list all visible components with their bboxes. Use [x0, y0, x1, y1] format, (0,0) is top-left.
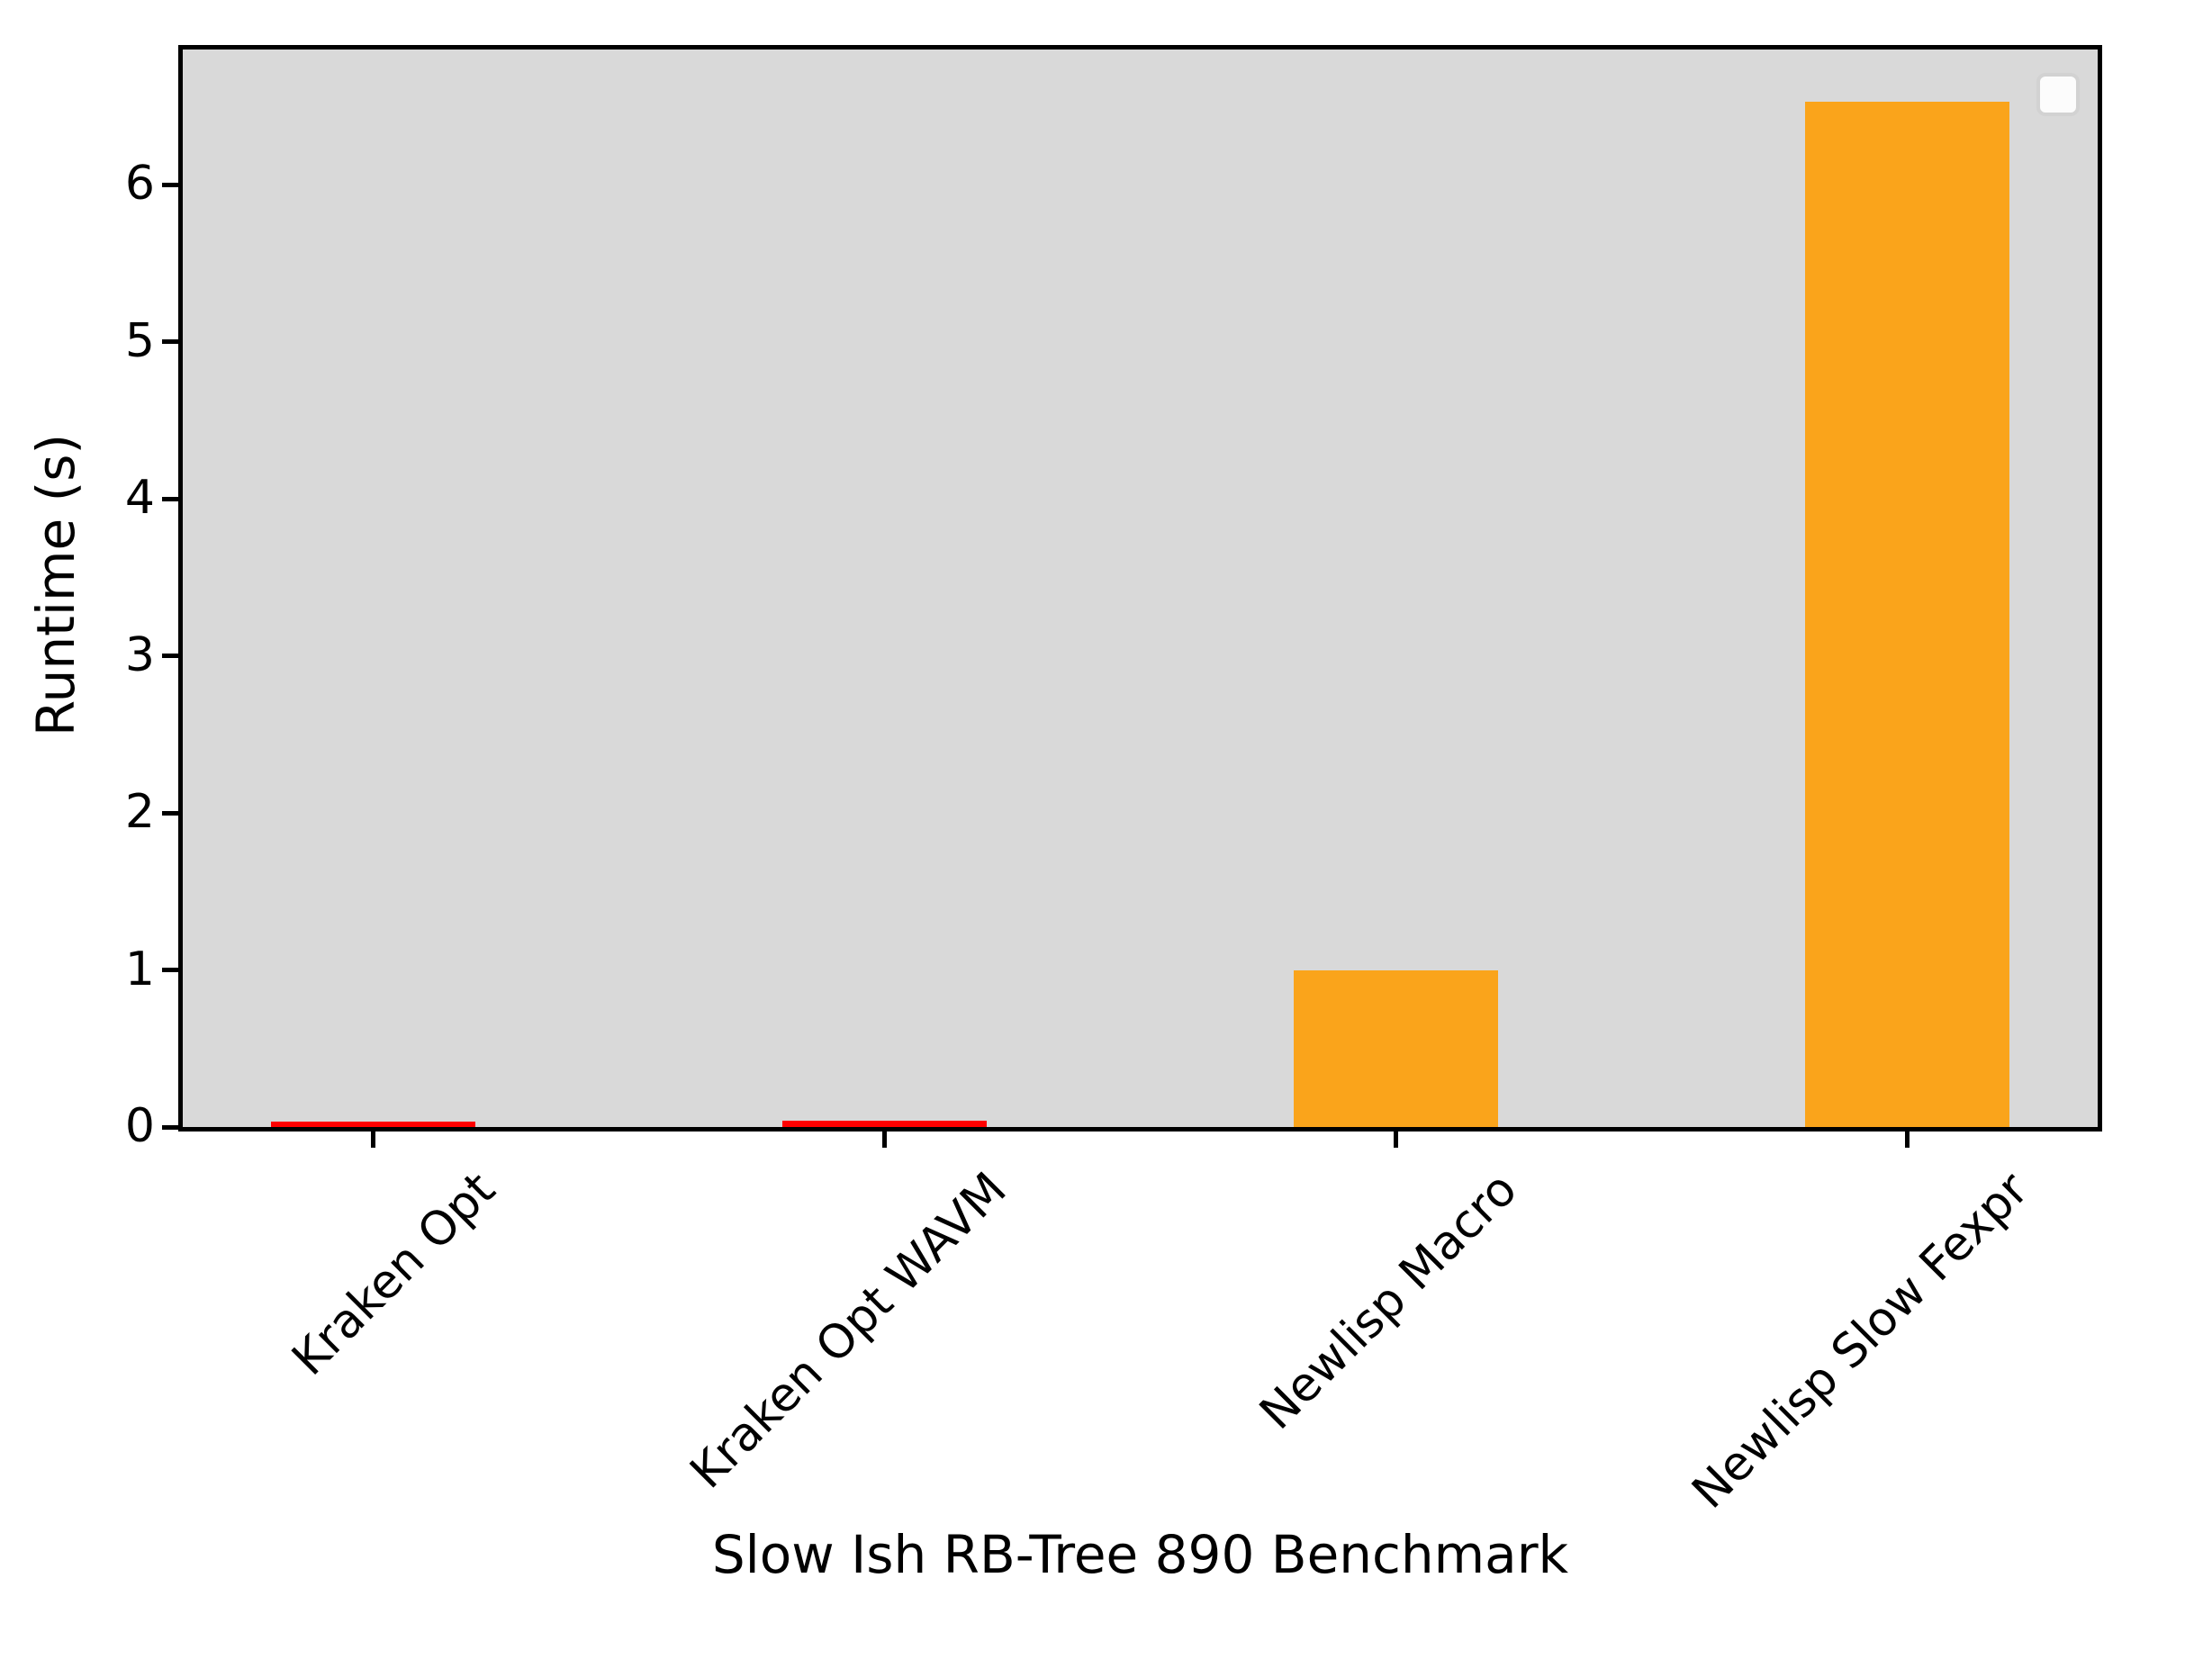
x-tick-mark [1904, 1132, 1910, 1148]
y-tick-mark [162, 1124, 178, 1130]
x-tick-mark [371, 1132, 376, 1148]
x-axis-label: Slow Ish RB-Tree 890 Benchmark [711, 1524, 1569, 1585]
x-tick-mark [882, 1132, 888, 1148]
bar-newlisp-slow-fexpr [1804, 101, 2009, 1127]
y-tick-mark [162, 496, 178, 501]
y-tick-mark [162, 654, 178, 659]
y-tick-mark [162, 339, 178, 345]
plot-area [178, 45, 2102, 1132]
y-tick-label: 3 [124, 627, 155, 682]
y-tick-mark [162, 968, 178, 972]
bar-kraken-opt [271, 1121, 476, 1127]
x-tick-mark [1393, 1132, 1398, 1148]
legend-box [2036, 73, 2080, 116]
bar-newlisp-macro [1293, 969, 1498, 1127]
x-tick-label-kraken-opt: Kraken Opt [282, 1162, 506, 1386]
y-tick-mark [162, 182, 178, 187]
y-tick-label: 6 [124, 157, 155, 212]
y-axis-label: Runtime (s) [25, 433, 86, 737]
y-tick-mark [162, 810, 178, 816]
y-tick-label: 2 [124, 785, 155, 840]
y-tick-label: 5 [124, 313, 155, 368]
bar-kraken-opt-wavm [782, 1121, 988, 1127]
y-tick-label: 0 [124, 1099, 155, 1153]
y-tick-label: 1 [124, 942, 155, 996]
y-tick-label: 4 [124, 471, 155, 526]
